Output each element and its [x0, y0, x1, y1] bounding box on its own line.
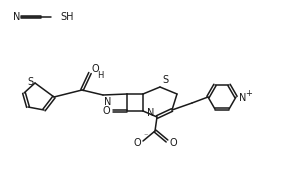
Text: ⁻: ⁻: [144, 132, 148, 141]
Text: O: O: [92, 64, 100, 74]
Text: O: O: [170, 138, 178, 148]
Text: O: O: [133, 138, 141, 148]
Text: S: S: [162, 75, 168, 85]
Text: O: O: [102, 106, 110, 116]
Text: SH: SH: [60, 12, 74, 22]
Text: N: N: [13, 12, 21, 22]
Text: N: N: [239, 93, 246, 103]
Text: S: S: [27, 77, 33, 87]
Text: H: H: [97, 71, 103, 80]
Text: N: N: [104, 97, 111, 107]
Text: N: N: [147, 108, 154, 118]
Text: +: +: [245, 89, 252, 98]
